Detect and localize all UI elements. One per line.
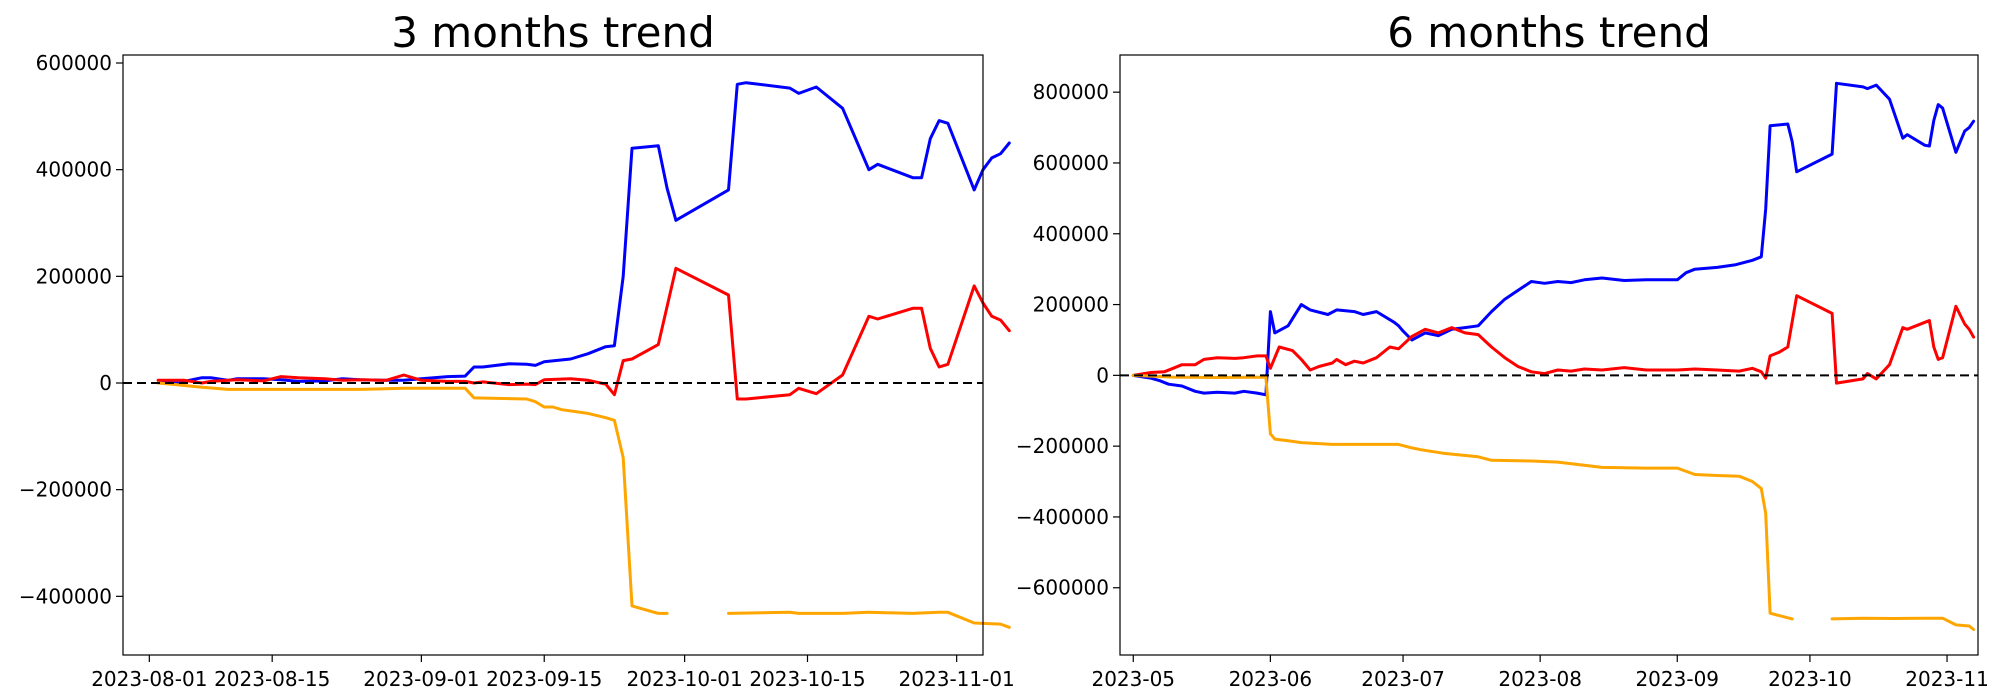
chart-3-months: 3 months trend −400000 −200000 0 200000 4000… [19, 8, 1015, 691]
chart-title: 3 months trend [391, 8, 715, 57]
y-tick-label: −200000 [1016, 434, 1109, 458]
x-tick-label: 2023-05 [1091, 667, 1175, 691]
series-line-2-segment-0 [1131, 373, 1794, 621]
y-tick-label: 400000 [1033, 222, 1109, 246]
x-tick-label: 2023-08-15 [214, 667, 330, 691]
y-tick-label: 800000 [1033, 80, 1109, 104]
y-tick-label: −600000 [1016, 576, 1109, 600]
chart-6-months: 6 months trend −600000 −400000 −200000 0 200… [1016, 8, 1989, 691]
y-tick-label: −200000 [19, 478, 112, 502]
series-line-1-segment-0 [156, 266, 1011, 401]
x-tick-label: 2023-08-01 [91, 667, 207, 691]
series-line-0-segment-0 [1131, 81, 1976, 397]
x-tick-label: 2023-06 [1229, 667, 1313, 691]
y-tick-label: 600000 [1033, 151, 1109, 175]
x-tick-label: 2023-10-15 [749, 667, 865, 691]
y-tick-label: 400000 [36, 158, 112, 182]
x-tick-label: 2023-09-15 [486, 667, 602, 691]
y-tick-label: 0 [99, 371, 112, 395]
plot-area: −400000 −200000 0 200000 400000 600000 2023-08… [19, 51, 1015, 691]
chart-title: 6 months trend [1387, 8, 1711, 57]
x-tick-label: 2023-11-01 [899, 667, 1015, 691]
y-tick-label: 0 [1096, 363, 1109, 387]
y-tick-label: 600000 [36, 51, 112, 75]
x-tick-label: 2023-09-01 [363, 667, 479, 691]
x-tick-label: 2023-07 [1361, 667, 1445, 691]
axes-frame [1119, 54, 1979, 656]
y-tick-label: −400000 [1016, 505, 1109, 529]
y-tick-label: 200000 [1033, 293, 1109, 317]
series-line-1-segment-0 [1131, 294, 1976, 385]
x-tick-label: 2023-09 [1635, 667, 1719, 691]
series-line-2-segment-1 [1830, 616, 1976, 631]
series-line-0-segment-0 [156, 81, 1011, 385]
plot-area: −600000 −400000 −200000 0 200000 400000 600000… [1016, 54, 1989, 691]
y-tick-label: −400000 [19, 584, 112, 608]
y-tick-label: 200000 [36, 264, 112, 288]
x-tick-label: 2023-08 [1498, 667, 1582, 691]
x-tick-label: 2023-10-01 [627, 667, 743, 691]
x-tick-label: 2023-11 [1905, 667, 1989, 691]
x-tick-label: 2023-10 [1768, 667, 1852, 691]
series-line-2-segment-0 [156, 381, 669, 615]
axes-frame [122, 54, 984, 656]
